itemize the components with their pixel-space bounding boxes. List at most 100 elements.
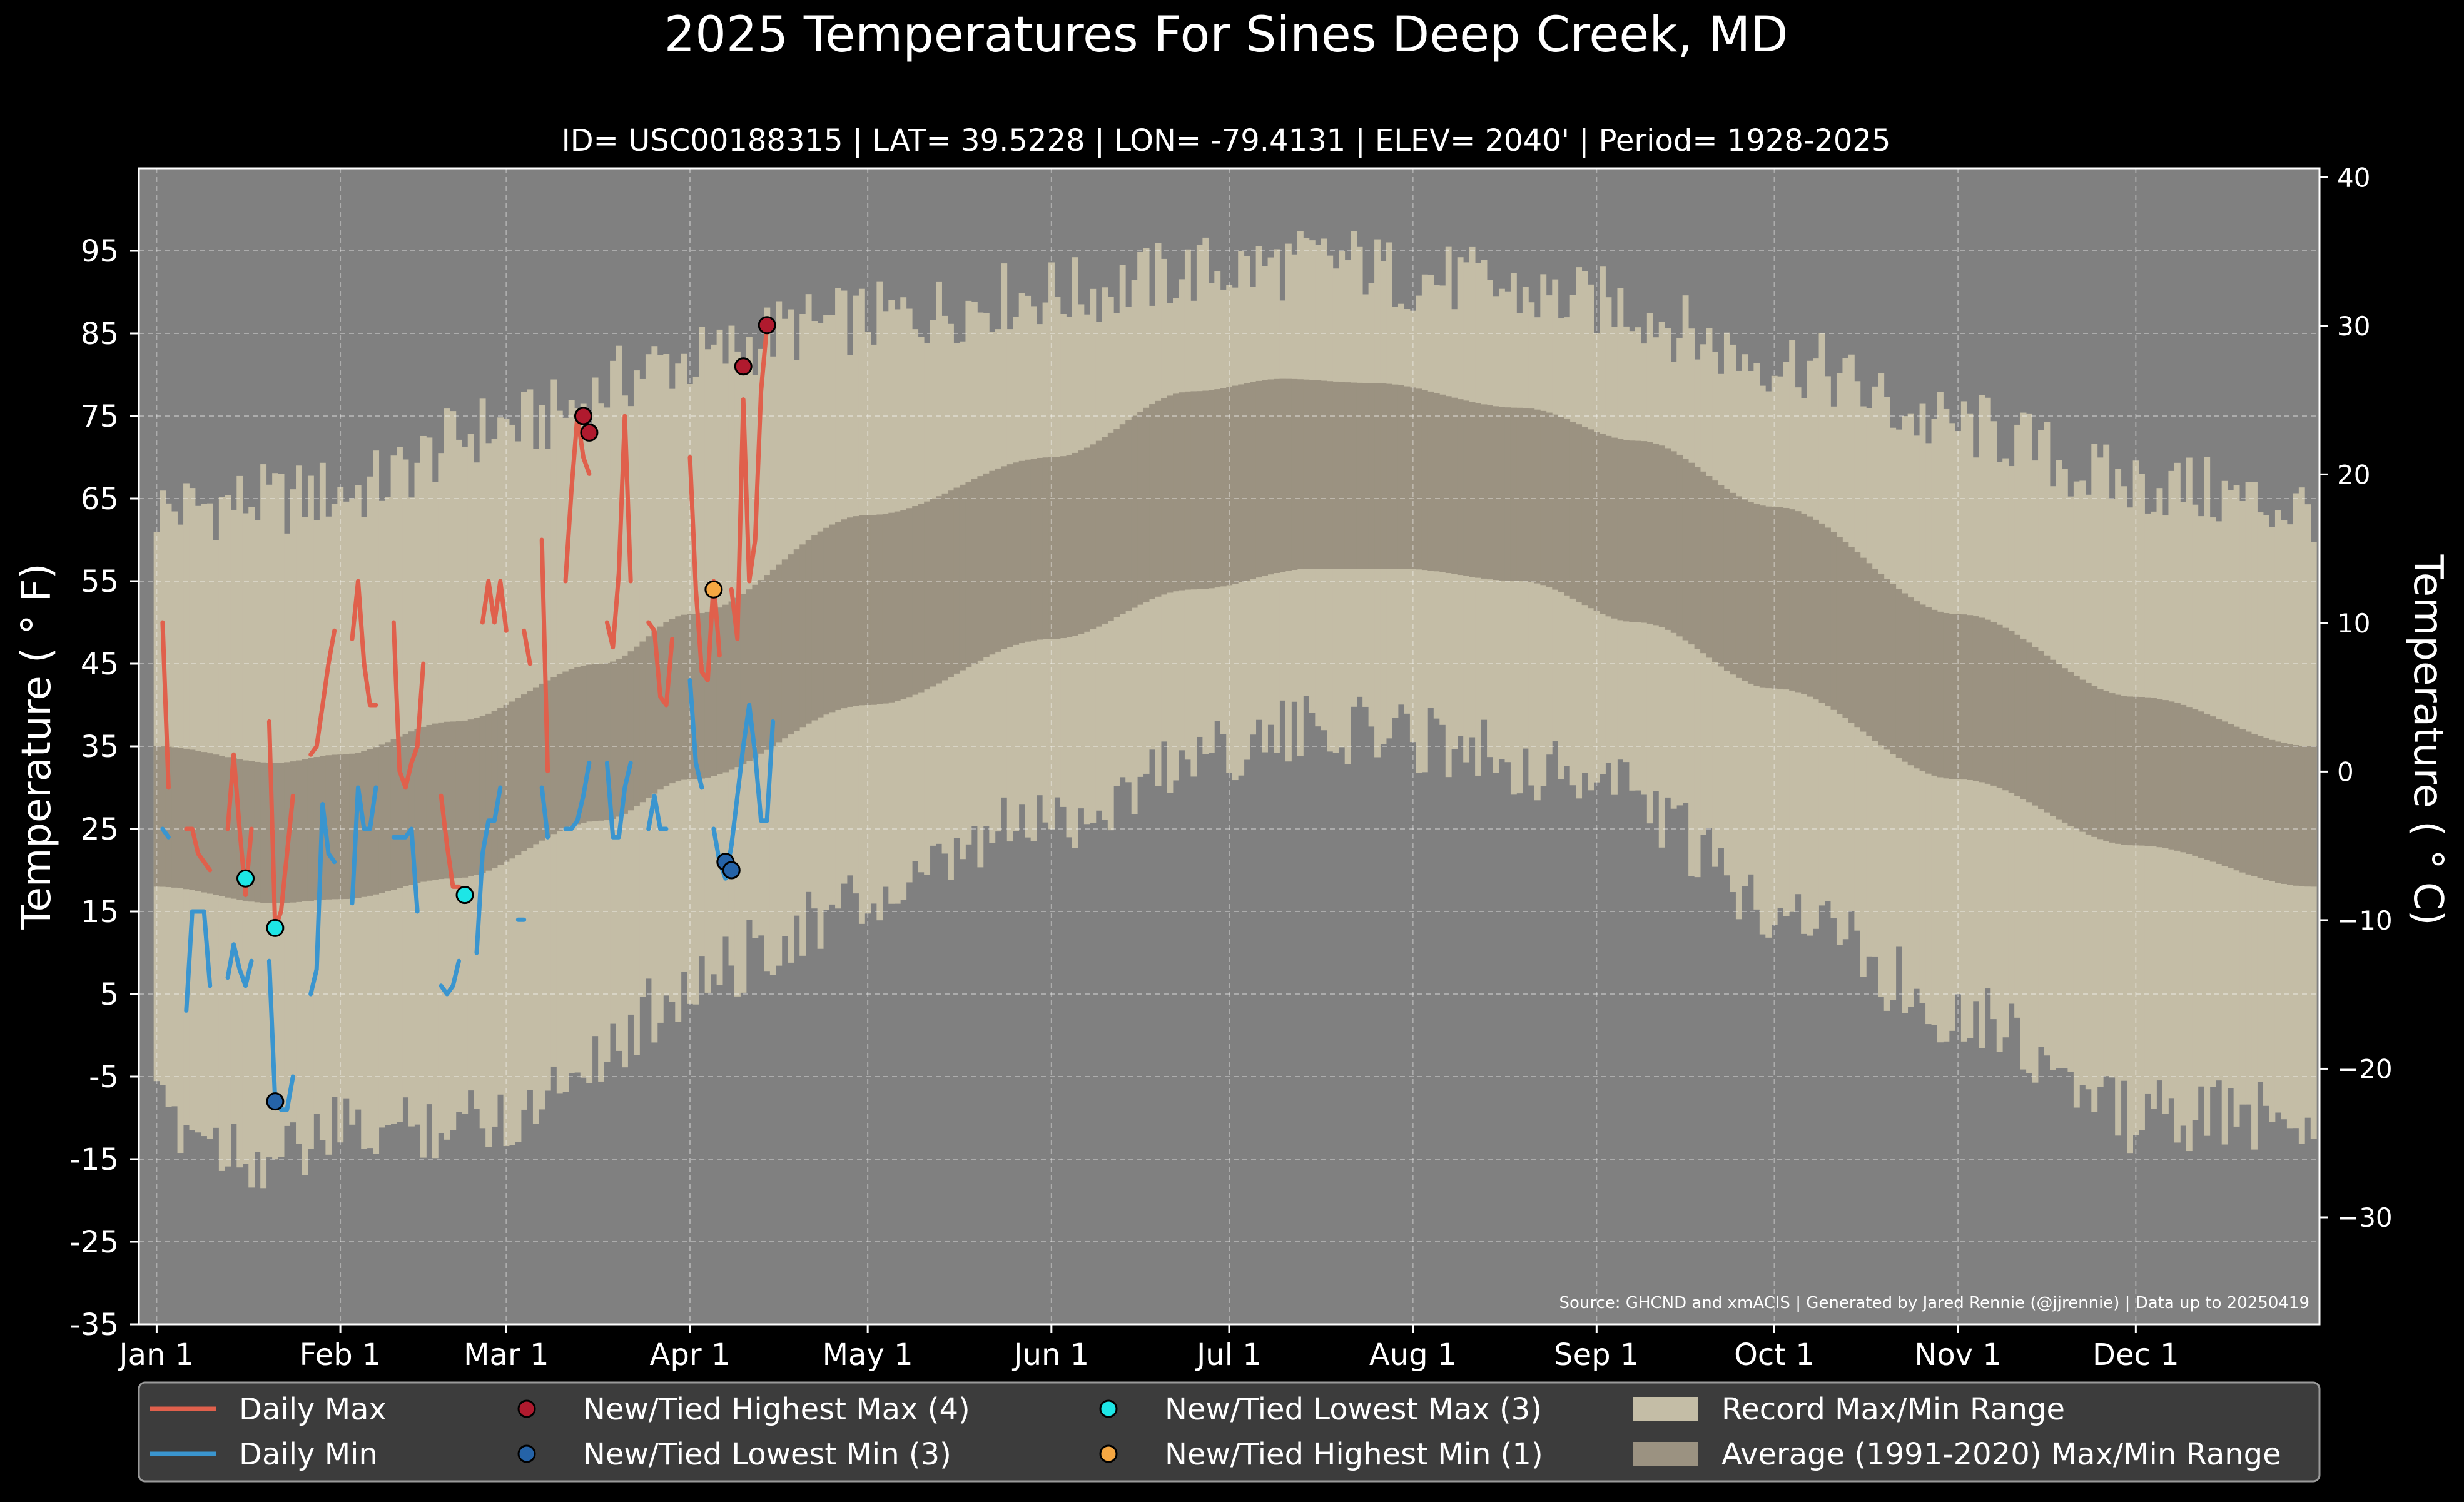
average-range-bar bbox=[444, 721, 450, 879]
average-range-bar bbox=[1018, 460, 1025, 644]
average-range-bar bbox=[1504, 407, 1511, 581]
average-range-bar bbox=[746, 589, 753, 761]
average-range-bar bbox=[1883, 579, 1890, 750]
y-tick-label: -35 bbox=[70, 1307, 119, 1342]
average-range-bar bbox=[2032, 647, 2039, 806]
average-range-bar bbox=[2245, 731, 2252, 875]
chart-subtitle: ID= USC00188315 | LAT= 39.5228 | LON= -7… bbox=[562, 123, 1891, 158]
average-range-bar bbox=[1688, 462, 1695, 645]
y-tick-label: 85 bbox=[81, 317, 119, 352]
lowest-min-marker bbox=[722, 861, 741, 880]
average-range-bar bbox=[2061, 668, 2068, 823]
average-range-bar bbox=[1653, 443, 1660, 626]
average-range-bar bbox=[574, 667, 581, 825]
average-range-bar bbox=[1895, 589, 1902, 758]
y-tick-label: -15 bbox=[70, 1142, 119, 1177]
average-range-bar bbox=[1196, 391, 1203, 589]
average-range-bar bbox=[1493, 406, 1499, 581]
average-range-bar bbox=[266, 763, 273, 903]
y-tick-label: -5 bbox=[89, 1060, 119, 1095]
y-axis-label: Temperature ( ° F) bbox=[14, 563, 60, 930]
average-range-bar bbox=[1167, 395, 1174, 593]
daily-min-line bbox=[439, 958, 461, 997]
average-range-bar bbox=[397, 736, 403, 888]
average-range-bar bbox=[242, 760, 249, 901]
average-range-bar bbox=[1611, 437, 1618, 619]
average-range-bar bbox=[2257, 736, 2264, 878]
average-range-bar bbox=[604, 663, 611, 821]
average-range-bar bbox=[532, 687, 539, 845]
average-range-bar bbox=[1747, 502, 1754, 684]
average-range-bar bbox=[1979, 617, 1985, 783]
average-range-bar bbox=[2103, 691, 2110, 841]
average-range-bar bbox=[1386, 383, 1392, 569]
average-range-bar bbox=[823, 527, 829, 715]
average-range-bar bbox=[580, 666, 587, 823]
average-range-bar bbox=[183, 748, 190, 890]
average-range-bar bbox=[165, 746, 172, 888]
average-range-bar bbox=[1914, 601, 1920, 769]
average-range-bar bbox=[1499, 407, 1505, 581]
average-range-bar bbox=[432, 723, 439, 880]
average-range-bar bbox=[1339, 382, 1346, 569]
average-range-bar bbox=[769, 569, 776, 746]
average-range-bar bbox=[1801, 513, 1807, 694]
average-range-bar bbox=[2286, 744, 2293, 885]
average-range-bar bbox=[2014, 634, 2021, 796]
average-range-bar bbox=[1569, 422, 1576, 599]
average-range-bar bbox=[206, 753, 213, 894]
daily-max-line bbox=[308, 628, 337, 757]
average-range-bar bbox=[711, 609, 717, 776]
average-range-bar bbox=[592, 664, 599, 821]
average-range-bar bbox=[1576, 424, 1583, 602]
lowest-max-marker bbox=[266, 918, 285, 937]
average-range-bar bbox=[550, 677, 557, 835]
average-range-bar bbox=[1001, 466, 1008, 649]
average-range-bar bbox=[1095, 440, 1102, 627]
average-range-bar bbox=[1078, 450, 1085, 634]
daily-min-line bbox=[225, 942, 254, 988]
average-range-bar bbox=[598, 664, 605, 821]
average-range-bar bbox=[1244, 383, 1250, 581]
average-range-bar bbox=[1588, 429, 1594, 609]
average-range-bar bbox=[1397, 385, 1404, 569]
average-range-bar bbox=[639, 641, 646, 803]
average-range-bar bbox=[1842, 542, 1849, 718]
x-tick-label: Jun 1 bbox=[1011, 1337, 1089, 1373]
average-range-bar bbox=[230, 758, 237, 899]
average-range-bar bbox=[1179, 392, 1185, 591]
average-range-bar bbox=[1427, 391, 1434, 571]
average-range-bar bbox=[2026, 642, 2032, 803]
average-range-bar bbox=[1202, 390, 1209, 589]
average-range-bar bbox=[1818, 523, 1825, 703]
daily-max-line bbox=[439, 793, 461, 889]
average-range-bar bbox=[1344, 382, 1351, 569]
legend-patch-swatch bbox=[1633, 1397, 1698, 1421]
average-range-bar bbox=[1469, 402, 1476, 577]
average-range-bar bbox=[160, 746, 166, 887]
average-range-bar bbox=[781, 559, 788, 739]
average-range-bar bbox=[1789, 509, 1796, 691]
average-range-bar bbox=[2056, 664, 2062, 820]
daily-min-line bbox=[184, 909, 213, 1013]
average-range-bar bbox=[260, 762, 267, 903]
average-range-bar bbox=[675, 616, 682, 781]
average-range-bar bbox=[539, 683, 545, 841]
average-range-bar bbox=[503, 704, 510, 862]
average-range-bar bbox=[1487, 405, 1493, 580]
average-range-bar bbox=[1421, 390, 1428, 571]
average-range-bar bbox=[1860, 557, 1867, 732]
average-range-bar bbox=[1516, 407, 1523, 581]
average-range-bar bbox=[948, 490, 954, 677]
average-range-bar bbox=[1149, 404, 1155, 599]
average-range-bar bbox=[1042, 457, 1049, 639]
average-range-bar bbox=[1297, 379, 1304, 570]
average-range-bar bbox=[645, 636, 652, 798]
average-range-bar bbox=[2281, 743, 2288, 884]
average-range-bar bbox=[1267, 379, 1274, 575]
daily-max-line bbox=[266, 719, 295, 930]
average-range-bar bbox=[817, 531, 824, 718]
average-range-bar bbox=[1759, 505, 1766, 688]
average-range-bar bbox=[811, 535, 818, 721]
y-tick-label: 65 bbox=[81, 482, 119, 517]
